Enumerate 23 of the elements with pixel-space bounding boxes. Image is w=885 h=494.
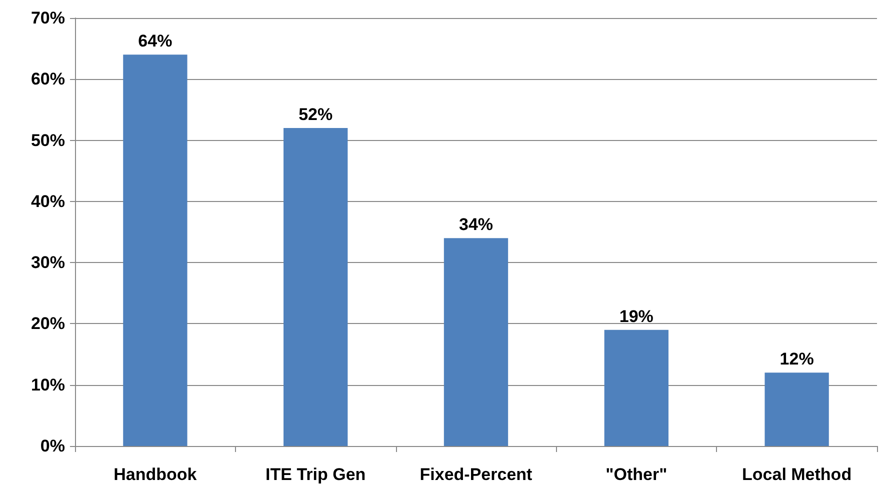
data-label: 34%: [458, 215, 494, 234]
data-label: 52%: [298, 105, 333, 124]
data-label: 12%: [780, 350, 814, 369]
y-tick-label: 0%: [40, 436, 65, 456]
y-tick-label: 30%: [30, 253, 65, 272]
y-tick-label: 20%: [30, 314, 65, 334]
y-tick-label: 60%: [30, 70, 65, 89]
x-tick-label: "Other": [606, 465, 668, 484]
data-label: 64%: [138, 32, 172, 51]
bar: [604, 330, 668, 446]
x-tick-label: ITE Trip Gen: [266, 465, 366, 484]
data-label: 19%: [619, 306, 654, 326]
x-tick-label: Fixed-Percent: [420, 465, 533, 484]
y-tick-label: 70%: [30, 8, 65, 28]
x-tick-label: Local Method: [742, 465, 852, 484]
bar: [284, 128, 348, 446]
y-tick-label: 10%: [30, 375, 65, 394]
bar: [123, 54, 188, 446]
bar: [444, 238, 508, 446]
bar: [764, 372, 829, 446]
y-tick-label: 50%: [30, 130, 65, 150]
y-tick-label: 40%: [30, 192, 65, 211]
x-tick-label: Handbook: [114, 465, 198, 484]
